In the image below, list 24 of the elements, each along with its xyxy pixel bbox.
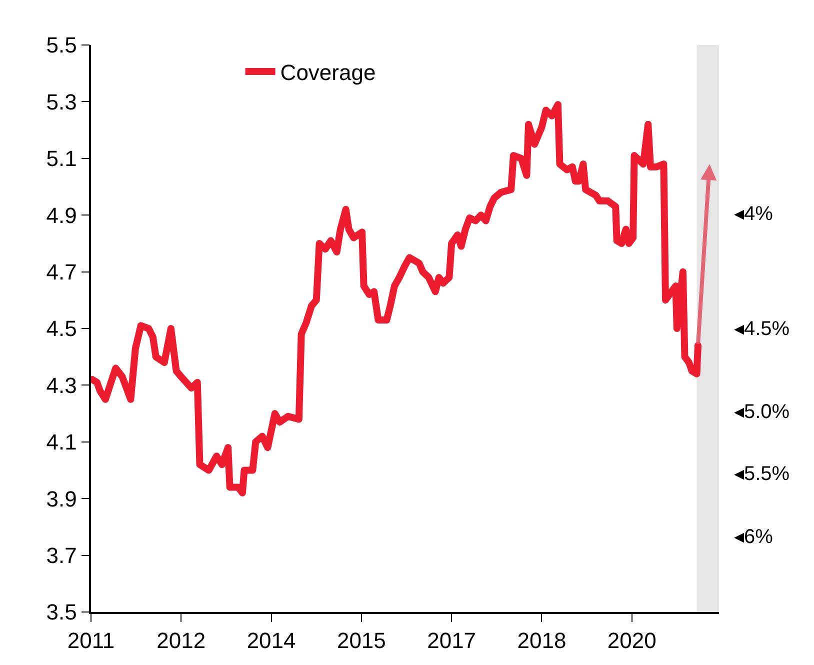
x-tick-label: 2018 (517, 628, 566, 654)
y-tick-label: 4.9 (46, 202, 77, 228)
y-tick-label: 4.5 (46, 316, 77, 342)
text: ◂4% (734, 203, 774, 225)
y-tick-label: 3.5 (46, 600, 77, 625)
y-tick-label: 3.9 (46, 486, 77, 512)
y-tick-label: 3.7 (46, 543, 77, 568)
text: ◂5.5% (734, 463, 790, 485)
x-tick-label: 2012 (156, 628, 206, 654)
y-tick-label: 4.1 (46, 430, 77, 455)
x-tick-label: 2014 (246, 628, 296, 654)
y-tick-label: 4.7 (46, 260, 77, 284)
y-tick-label: 5.1 (46, 146, 77, 172)
x-tick-label: 2017 (427, 628, 476, 654)
text: ◂4.5% (734, 318, 790, 340)
x-tick-label: 2015 (336, 628, 386, 654)
x-tick-label: 2020 (607, 628, 656, 654)
y-tick-label: 5.5 (46, 32, 77, 58)
y-tick-label: 4.3 (46, 372, 77, 398)
legend-label: Coverage (280, 60, 376, 86)
text: ◂6% (734, 526, 774, 548)
x-tick-label: 2011 (67, 628, 115, 654)
y-tick-label: 5.3 (46, 89, 77, 114)
text: ◂5.0% (734, 401, 790, 423)
